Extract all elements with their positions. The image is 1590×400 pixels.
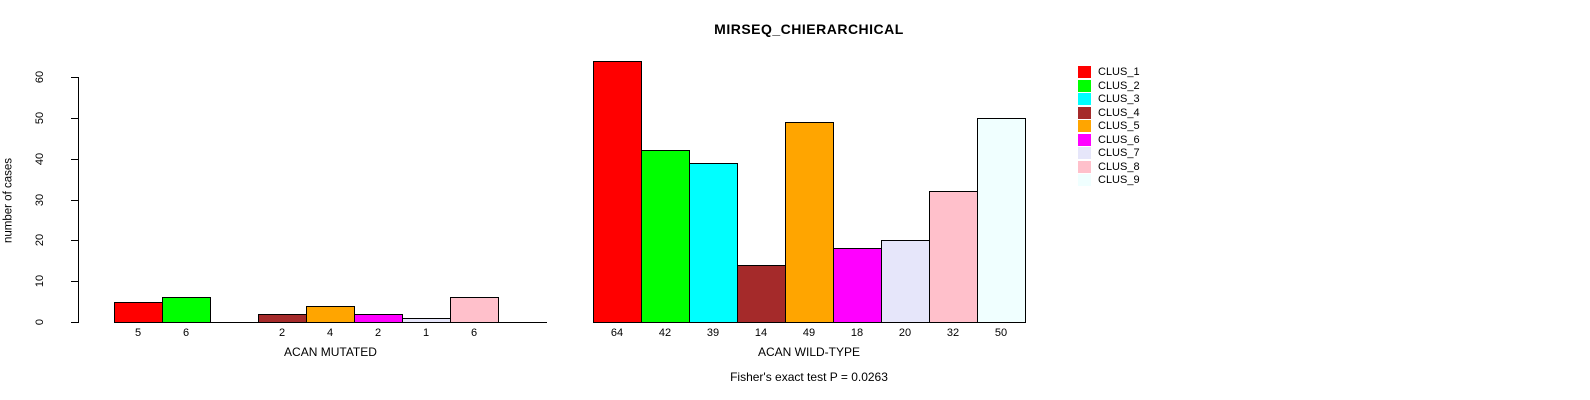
bar-clus_5 <box>785 122 834 323</box>
x-axis-label-acan-wild-type: ACAN WILD-TYPE <box>757 345 860 359</box>
legend-label: CLUS_3 <box>1098 93 1140 105</box>
bar-clus_4 <box>258 314 307 323</box>
y-axis-tick <box>71 117 78 119</box>
y-axis-tick-label: 50 <box>34 111 46 124</box>
legend-label: CLUS_8 <box>1098 160 1140 173</box>
y-axis-tick-label: 60 <box>34 70 46 84</box>
y-axis-tick <box>71 322 78 323</box>
y-axis-line <box>78 77 79 323</box>
y-axis-tick-label: 0 <box>34 318 46 326</box>
y-axis-tick <box>71 158 78 160</box>
bar-clus_6 <box>833 248 882 323</box>
bar-clus_7 <box>402 318 451 323</box>
legend-label: CLUS_9 <box>1098 174 1140 186</box>
bar-value-label: 49 <box>802 327 816 339</box>
legend-swatch-icon <box>1078 79 1091 92</box>
bar-clus_8 <box>929 191 978 323</box>
bar-clus_2 <box>641 150 690 323</box>
bar-clus_7 <box>881 240 930 323</box>
fisher-test-note: Fisher's exact test P = 0.0263 <box>730 370 888 384</box>
y-axis-tick <box>71 77 78 78</box>
bar-value-label: 2 <box>374 327 382 339</box>
bar-clus_8 <box>450 297 499 323</box>
bar-clus_9 <box>498 322 547 323</box>
legend-swatch-icon <box>1078 174 1091 186</box>
bar-clus_6 <box>354 314 403 323</box>
bar-clus_1 <box>114 302 163 323</box>
y-axis-tick <box>71 240 78 242</box>
legend-swatch-icon <box>1078 160 1091 173</box>
y-axis-tick <box>71 281 78 283</box>
y-axis-tick-label: 20 <box>34 234 46 247</box>
bar-value-label: 64 <box>610 327 624 339</box>
legend-swatch-icon <box>1078 106 1091 119</box>
legend-label: CLUS_5 <box>1098 120 1140 132</box>
y-axis-tick-label: 10 <box>34 275 46 288</box>
legend-swatch-icon <box>1078 66 1091 78</box>
legend-label: CLUS_1 <box>1098 66 1140 78</box>
legend-label: CLUS_6 <box>1098 133 1140 146</box>
bar-clus_3 <box>689 163 738 323</box>
legend-label: CLUS_4 <box>1098 106 1140 119</box>
bar-value-label: 2 <box>278 327 286 339</box>
y-axis-tick-label: 40 <box>34 152 46 165</box>
bar-clus_2 <box>162 297 211 323</box>
bar-value-label: 39 <box>706 327 720 339</box>
legend-swatch-icon <box>1078 120 1091 132</box>
bar-value-label: 18 <box>850 327 864 339</box>
bar-clus_1 <box>593 61 642 323</box>
bar-value-label: 6 <box>470 327 478 339</box>
legend-label: CLUS_7 <box>1098 147 1140 159</box>
y-axis-tick-label: 30 <box>34 193 46 206</box>
x-axis-label-acan-mutated: ACAN MUTATED <box>284 345 377 359</box>
bar-value-label: 5 <box>134 327 142 339</box>
bar-value-label: 50 <box>994 327 1008 339</box>
bar-value-label: 6 <box>182 327 190 339</box>
bar-value-label: 42 <box>658 327 672 339</box>
legend-swatch-icon <box>1078 133 1091 146</box>
legend-label: CLUS_2 <box>1098 79 1140 92</box>
bar-clus_5 <box>306 306 355 323</box>
bar-clus_9 <box>977 118 1026 323</box>
bar-value-label: 32 <box>946 327 960 339</box>
chart-title: MIRSEQ_CHIERARCHICAL <box>714 21 904 37</box>
bar-value-label: 4 <box>326 327 334 339</box>
bar-value-label: 1 <box>422 327 430 339</box>
bar-value-label: 14 <box>754 327 768 339</box>
bar-value-label: 20 <box>898 327 912 339</box>
bar-clus_4 <box>737 265 786 323</box>
legend-swatch-icon <box>1078 147 1091 159</box>
y-axis-title: number of cases <box>2 158 15 244</box>
bar-clus_3 <box>210 322 259 323</box>
y-axis-tick <box>71 199 78 201</box>
legend-swatch-icon <box>1078 93 1091 105</box>
